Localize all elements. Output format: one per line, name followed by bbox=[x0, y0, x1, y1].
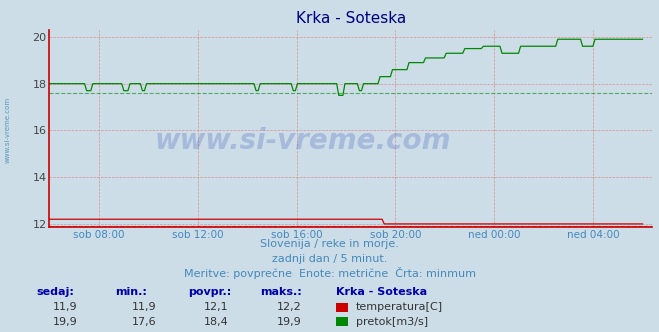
Text: www.si-vreme.com: www.si-vreme.com bbox=[5, 96, 11, 163]
Text: Krka - Soteska: Krka - Soteska bbox=[336, 288, 427, 297]
Text: 12,1: 12,1 bbox=[204, 302, 229, 312]
Text: 11,9: 11,9 bbox=[132, 302, 156, 312]
Text: 18,4: 18,4 bbox=[204, 317, 229, 327]
Text: Meritve: povprečne  Enote: metrične  Črta: minmum: Meritve: povprečne Enote: metrične Črta:… bbox=[183, 267, 476, 279]
Text: zadnji dan / 5 minut.: zadnji dan / 5 minut. bbox=[272, 254, 387, 264]
Text: povpr.:: povpr.: bbox=[188, 288, 231, 297]
Text: maks.:: maks.: bbox=[260, 288, 302, 297]
Text: Slovenija / reke in morje.: Slovenija / reke in morje. bbox=[260, 239, 399, 249]
Text: pretok[m3/s]: pretok[m3/s] bbox=[356, 317, 428, 327]
Text: temperatura[C]: temperatura[C] bbox=[356, 302, 443, 312]
Text: 17,6: 17,6 bbox=[132, 317, 156, 327]
Text: 19,9: 19,9 bbox=[277, 317, 302, 327]
Text: www.si-vreme.com: www.si-vreme.com bbox=[154, 126, 451, 154]
Text: 19,9: 19,9 bbox=[53, 317, 78, 327]
Title: Krka - Soteska: Krka - Soteska bbox=[296, 11, 406, 26]
Text: sedaj:: sedaj: bbox=[36, 288, 74, 297]
Text: min.:: min.: bbox=[115, 288, 147, 297]
Text: 12,2: 12,2 bbox=[277, 302, 302, 312]
Text: 11,9: 11,9 bbox=[53, 302, 77, 312]
